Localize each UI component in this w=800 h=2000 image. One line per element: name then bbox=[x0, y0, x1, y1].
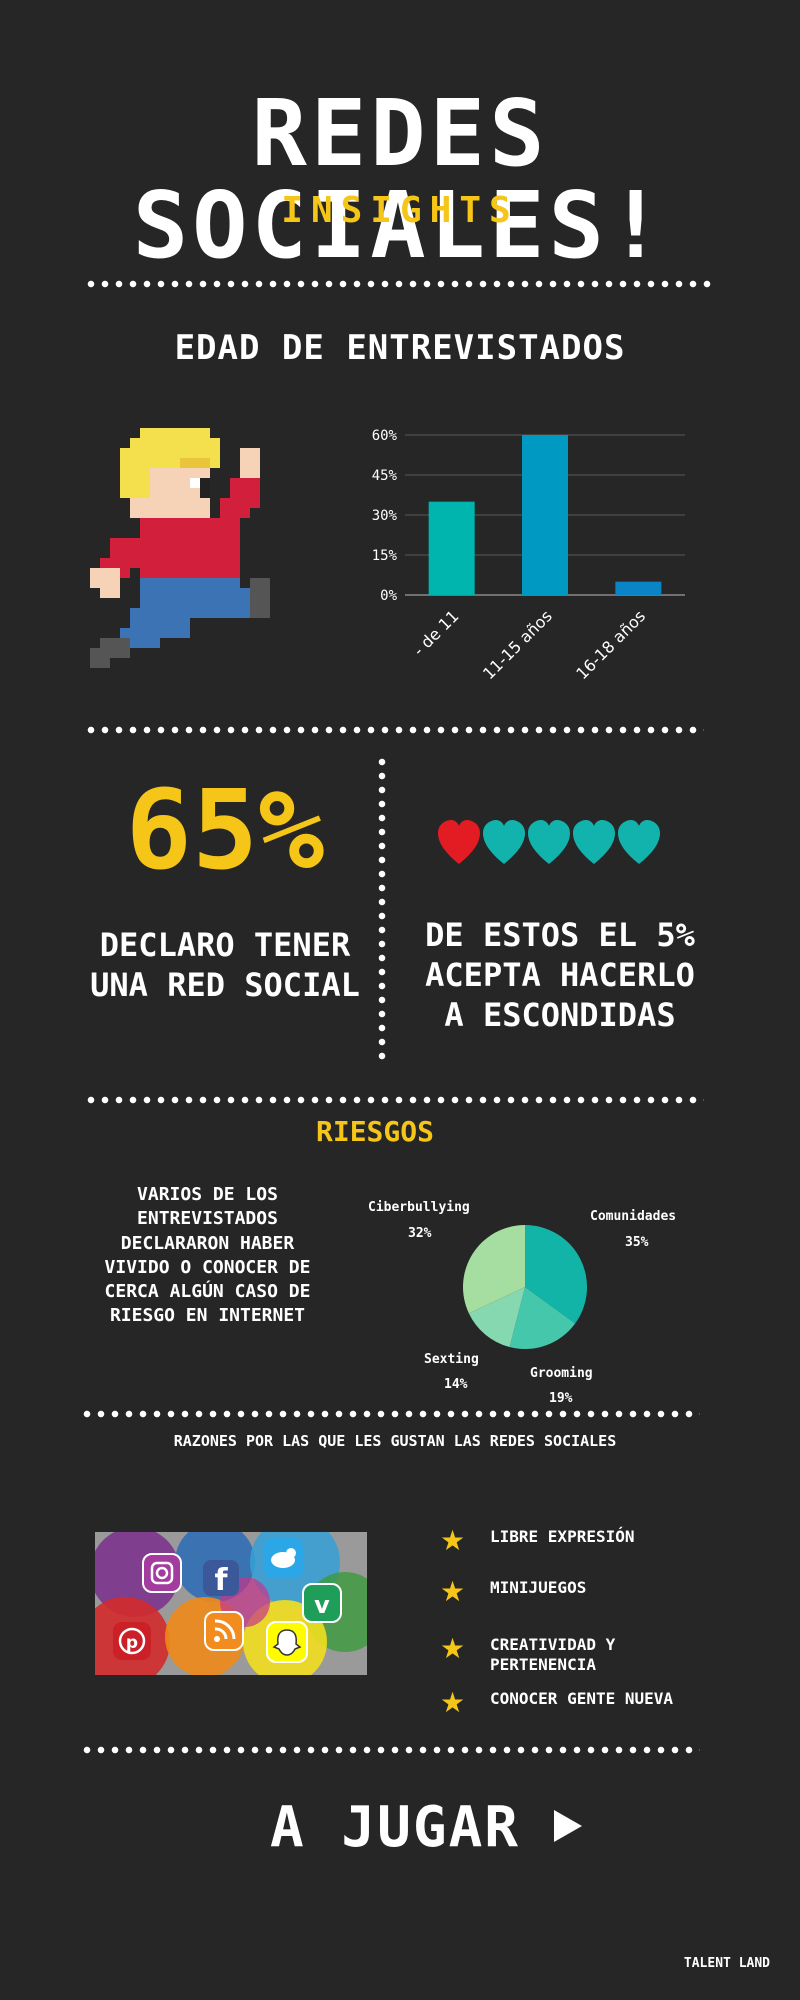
bar bbox=[522, 435, 568, 595]
play-arrow-icon[interactable] bbox=[552, 1808, 584, 1844]
facebook-icon: f bbox=[203, 1560, 239, 1598]
instagram-icon bbox=[142, 1553, 182, 1593]
pie-label-sexting: Sexting bbox=[424, 1352, 479, 1367]
pie-slice bbox=[463, 1225, 525, 1314]
vine-icon: v bbox=[302, 1583, 342, 1623]
dotted-divider bbox=[80, 1410, 700, 1418]
reason-label: LIBRE EXPRESIÓN bbox=[490, 1527, 635, 1546]
x-tick-label: - de 11 bbox=[409, 606, 462, 659]
snapchat-icon bbox=[266, 1621, 308, 1663]
dotted-divider bbox=[84, 280, 714, 288]
pie-label-comunidades: Comunidades bbox=[590, 1209, 677, 1224]
heart-icon bbox=[573, 820, 615, 864]
svg-text:v: v bbox=[314, 1591, 330, 1619]
bar bbox=[428, 501, 475, 595]
pie-value-ciberbullying: 32% bbox=[408, 1226, 432, 1241]
chart-y-ticks: 0% 15% 30% 45% 60% bbox=[372, 428, 398, 604]
dotted-divider bbox=[84, 1096, 704, 1104]
page-subtitle: INSIGHTS bbox=[281, 190, 519, 231]
reason-label: CONOCER GENTE NUEVA bbox=[490, 1689, 674, 1708]
hearts-row bbox=[438, 820, 660, 864]
risks-title: RIESGOS bbox=[315, 1115, 434, 1148]
heart-icon bbox=[483, 820, 525, 864]
play-button-label[interactable]: A JUGAR bbox=[270, 1795, 521, 1860]
heart-icon bbox=[618, 820, 660, 864]
reasons-title: RAZONES POR LAS QUE LES GUSTAN LAS REDES… bbox=[173, 1432, 617, 1450]
y-tick-label: 30% bbox=[372, 508, 398, 524]
star-icon: ★ bbox=[440, 1524, 466, 1557]
pie-slice bbox=[509, 1287, 576, 1349]
dotted-divider bbox=[84, 726, 704, 734]
reason-label: CREATIVIDAD Y PERTENENCIA bbox=[490, 1635, 616, 1674]
pixel-character-illustration bbox=[90, 428, 270, 668]
rss-icon bbox=[204, 1611, 244, 1651]
y-tick-label: 60% bbox=[372, 428, 398, 444]
age-bar-chart: 0% 15% 30% 45% 60% - de 11 11-15 años 16-18 añ… bbox=[372, 428, 685, 683]
chart-x-ticks: - de 11 11-15 años 16-18 años bbox=[409, 606, 649, 683]
stat-label: DECLARO TENER UNA RED SOCIAL bbox=[90, 926, 360, 1004]
heart-icon bbox=[528, 820, 570, 864]
pie-slice bbox=[468, 1287, 525, 1348]
twitter-icon bbox=[263, 1538, 303, 1578]
dotted-divider bbox=[80, 1746, 700, 1754]
pie-slice bbox=[525, 1225, 587, 1324]
age-section-title: EDAD DE ENTREVISTADOS bbox=[174, 328, 626, 368]
y-tick-label: 45% bbox=[372, 468, 398, 484]
svg-text:p: p bbox=[126, 1633, 138, 1653]
social-media-collage: f v p bbox=[95, 1532, 367, 1675]
y-tick-label: 0% bbox=[380, 588, 397, 604]
bar bbox=[615, 581, 662, 595]
hidden-usage-label: DE ESTOS EL 5% ACEPTA HACERLO A ESCONDID… bbox=[425, 916, 695, 1034]
page-title: REDES SOCIALES! bbox=[132, 80, 668, 279]
vertical-dotted-divider bbox=[378, 755, 386, 1065]
star-icon: ★ bbox=[440, 1686, 466, 1719]
svg-text:f: f bbox=[214, 1563, 228, 1598]
pie-label-ciberbullying: Ciberbullying bbox=[368, 1200, 470, 1215]
stat-percentage: 65% bbox=[125, 766, 325, 894]
star-icon: ★ bbox=[440, 1575, 466, 1608]
risks-pie-chart bbox=[463, 1225, 587, 1349]
risks-description: VARIOS DE LOS ENTREVISTADOS DECLARARON H… bbox=[104, 1184, 311, 1327]
pie-value-sexting: 14% bbox=[444, 1377, 468, 1392]
pie-value-grooming: 19% bbox=[549, 1391, 573, 1406]
footer-brand: TALENT LAND bbox=[683, 1956, 770, 1971]
pie-label-grooming: Grooming bbox=[530, 1366, 593, 1381]
star-icon: ★ bbox=[440, 1632, 466, 1665]
chart-bars bbox=[428, 435, 662, 595]
x-tick-label: 16-18 años bbox=[572, 606, 649, 683]
x-tick-label: 11-15 años bbox=[479, 606, 556, 683]
y-tick-label: 15% bbox=[372, 548, 398, 564]
pinterest-icon: p bbox=[113, 1622, 151, 1660]
pie-value-comunidades: 35% bbox=[625, 1235, 649, 1250]
heart-icon bbox=[438, 820, 480, 864]
reason-label: MINIJUEGOS bbox=[490, 1578, 587, 1597]
